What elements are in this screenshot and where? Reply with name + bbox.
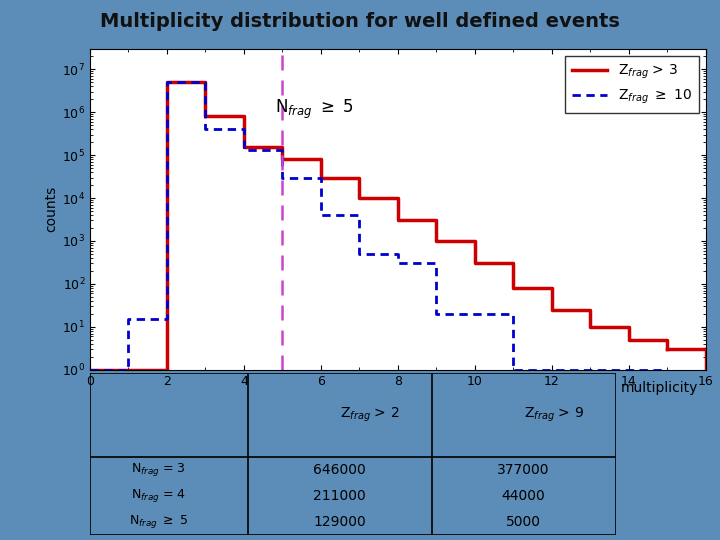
Text: 44000: 44000 (502, 489, 546, 503)
Text: N$_{frag}$ $\geq$ 5: N$_{frag}$ $\geq$ 5 (129, 513, 188, 530)
Z$_{frag}$ $\geq$ 10 (586, 367, 595, 373)
Z$_{frag}$ $\geq$ 10 (201, 126, 210, 132)
Z$_{frag}$ > 3 (317, 174, 325, 181)
Z$_{frag}$ > 3 (624, 336, 633, 343)
Text: 5000: 5000 (506, 515, 541, 529)
Z$_{frag}$ $\geq$ 10 (278, 174, 287, 181)
Z$_{frag}$ $\geq$ 10 (509, 367, 518, 373)
Text: 129000: 129000 (313, 515, 366, 529)
Z$_{frag}$ $\geq$ 10 (624, 367, 633, 373)
Text: N$_{frag}$ $\geq$ 5: N$_{frag}$ $\geq$ 5 (275, 98, 354, 121)
Z$_{frag}$ $\geq$ 10 (86, 367, 94, 373)
Z$_{frag}$ $\geq$ 10 (432, 310, 441, 317)
Text: 211000: 211000 (313, 489, 366, 503)
Line: Z$_{frag}$ $\geq$ 10: Z$_{frag}$ $\geq$ 10 (90, 82, 667, 370)
Z$_{frag}$ > 3 (586, 323, 595, 330)
Text: N$_{frag}$ = 3: N$_{frag}$ = 3 (131, 461, 186, 478)
Text: Z$_{frag}$ > 9: Z$_{frag}$ > 9 (523, 406, 583, 424)
Text: multiplicity: multiplicity (621, 381, 698, 395)
Legend: Z$_{frag}$ > 3, Z$_{frag}$ $\geq$ 10: Z$_{frag}$ > 3, Z$_{frag}$ $\geq$ 10 (565, 56, 698, 113)
Z$_{frag}$ > 3 (124, 367, 132, 373)
Z$_{frag}$ $\geq$ 10 (163, 79, 171, 85)
Z$_{frag}$ > 3 (432, 238, 441, 244)
Text: 646000: 646000 (313, 463, 366, 477)
Text: N$_{frag}$ = 4: N$_{frag}$ = 4 (131, 487, 186, 504)
Z$_{frag}$ $\geq$ 10 (124, 316, 132, 322)
Text: Z$_{frag}$ > 2: Z$_{frag}$ > 2 (340, 406, 399, 424)
Z$_{frag}$ > 3 (393, 217, 402, 224)
Y-axis label: counts: counts (44, 186, 58, 232)
Line: Z$_{frag}$ > 3: Z$_{frag}$ > 3 (90, 82, 667, 370)
Z$_{frag}$ > 3 (86, 367, 94, 373)
Z$_{frag}$ $\geq$ 10 (547, 367, 556, 373)
Z$_{frag}$ > 3 (240, 144, 248, 151)
Z$_{frag}$ > 3 (355, 195, 364, 201)
Z$_{frag}$ > 3 (201, 113, 210, 119)
Z$_{frag}$ $\geq$ 10 (317, 212, 325, 218)
Z$_{frag}$ $\geq$ 10 (663, 367, 672, 373)
Z$_{frag}$ > 3 (278, 156, 287, 163)
Z$_{frag}$ > 3 (509, 285, 518, 292)
Z$_{frag}$ > 3 (163, 79, 171, 85)
Z$_{frag}$ > 3 (663, 346, 672, 353)
Z$_{frag}$ $\geq$ 10 (393, 260, 402, 267)
Text: Multiplicity distribution for well defined events: Multiplicity distribution for well defin… (100, 11, 620, 31)
Text: 377000: 377000 (498, 463, 550, 477)
Z$_{frag}$ > 3 (470, 260, 479, 267)
Z$_{frag}$ > 3 (547, 307, 556, 313)
Z$_{frag}$ $\geq$ 10 (470, 310, 479, 317)
Z$_{frag}$ $\geq$ 10 (240, 147, 248, 153)
Z$_{frag}$ $\geq$ 10 (355, 251, 364, 257)
